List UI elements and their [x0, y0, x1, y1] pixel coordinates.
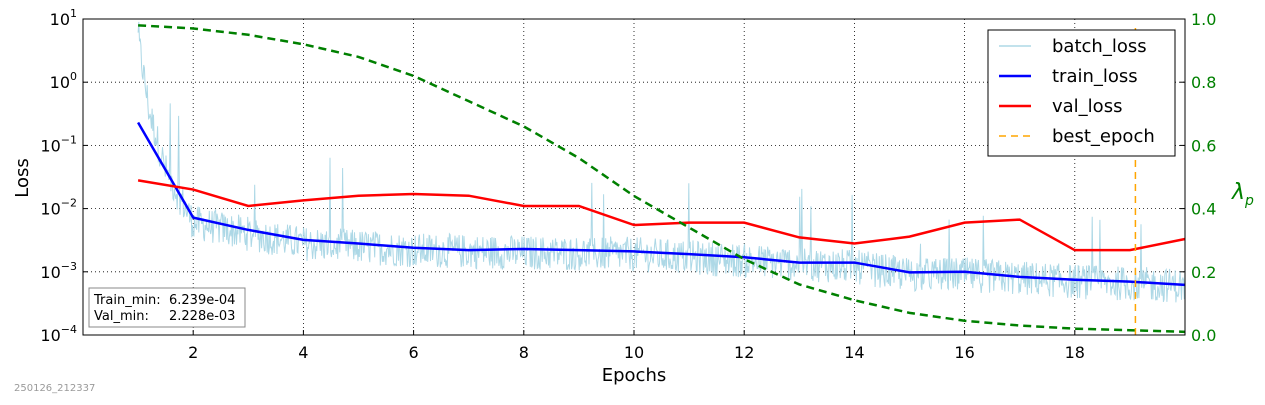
x-tick-label: 10 — [624, 343, 644, 362]
y-right-tick-label: 0.6 — [1191, 136, 1216, 155]
x-axis-label: Epochs — [602, 365, 667, 386]
y-right-tick-label: 1.0 — [1191, 10, 1216, 29]
x-tick-label: 4 — [298, 343, 308, 362]
x-tick-label: 8 — [519, 343, 529, 362]
x-tick-label: 18 — [1065, 343, 1085, 362]
val-min-label: Val_min: — [94, 309, 149, 324]
legend-label-val-loss: val_loss — [1052, 96, 1122, 117]
y-tick-label: 10−4 — [40, 323, 77, 345]
val-loss-line — [137, 179, 1186, 252]
legend-label-train-loss: train_loss — [1052, 66, 1138, 87]
legend-label-best-epoch: best_epoch — [1052, 126, 1155, 147]
legend-label-batch-loss: batch_loss — [1052, 36, 1147, 57]
timestamp-stamp: 250126_212337 — [14, 383, 96, 394]
x-axis-ticks: 2 4 6 8 10 12 14 16 18 — [188, 330, 1085, 362]
train-min-label: Train_min: — [93, 293, 161, 308]
y-right-tick-label: 0.0 — [1191, 326, 1216, 345]
y-right-tick-label: 0.4 — [1191, 200, 1216, 219]
x-tick-label: 16 — [954, 343, 974, 362]
train-loss-line — [137, 121, 1186, 287]
y-tick-label: 100 — [50, 70, 77, 92]
y-right-tick-label: 0.2 — [1191, 263, 1216, 282]
min-annotation-box: Train_min: 6.239e-04 Val_min: 2.228e-03 — [88, 287, 246, 328]
x-tick-label: 12 — [734, 343, 754, 362]
x-tick-label: 14 — [844, 343, 864, 362]
y-axis-ticks: 10−4 10−3 10−2 10−1 100 101 — [40, 7, 88, 345]
val-min-value: 2.228e-03 — [169, 309, 235, 324]
y-tick-label: 10−1 — [40, 133, 77, 155]
y-tick-label: 101 — [50, 7, 77, 29]
y-tick-label: 10−2 — [40, 197, 77, 219]
y-axis-label: Loss — [12, 158, 33, 197]
y-right-axis-ticks: 0.0 0.2 0.4 0.6 0.8 1.0 — [1180, 10, 1216, 345]
lambda-p-line — [138, 24, 1186, 334]
series-lines — [137, 24, 1186, 335]
y-right-axis-label: λp — [1231, 180, 1254, 209]
y-tick-label: 10−3 — [40, 260, 77, 282]
x-tick-label: 6 — [409, 343, 419, 362]
train-min-value: 6.239e-04 — [169, 293, 235, 308]
legend: batch_loss train_loss val_loss best_epoch — [987, 29, 1176, 157]
x-tick-label: 2 — [188, 343, 198, 362]
y-right-tick-label: 0.8 — [1191, 73, 1216, 92]
